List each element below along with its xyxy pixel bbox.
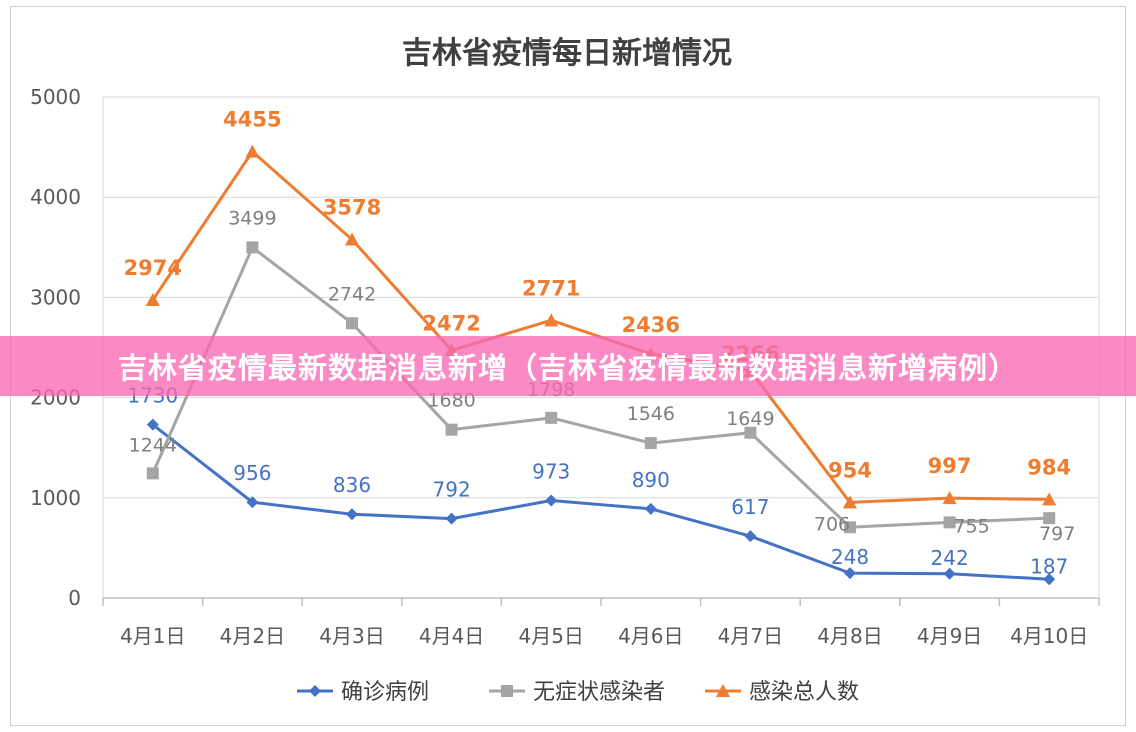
- data-label: 792: [433, 478, 471, 502]
- x-tick-label: 4月6日: [618, 624, 683, 648]
- data-label: 1546: [627, 403, 675, 425]
- x-tick-label: 4月4日: [419, 624, 484, 648]
- data-point-triangle: [716, 684, 730, 697]
- data-point-square: [545, 411, 558, 424]
- data-label: 890: [632, 468, 670, 492]
- series-line-1: [151, 245, 1050, 529]
- x-tick-label: 4月7日: [718, 624, 783, 648]
- data-label: 3499: [228, 207, 276, 229]
- data-label: 2974: [124, 256, 182, 280]
- data-label: 3578: [323, 195, 381, 219]
- data-point-triangle: [345, 232, 359, 246]
- headline-text: 吉林省疫情最新数据消息新增（吉林省疫情最新数据消息新增病例）: [117, 351, 1018, 385]
- data-label: 2742: [328, 283, 376, 305]
- data-point-diamond: [943, 567, 956, 580]
- data-point-square: [246, 241, 259, 254]
- series-line-0: [151, 423, 1050, 581]
- data-point-square: [445, 423, 458, 436]
- x-tick-label: 4月10日: [1010, 624, 1088, 648]
- legend-label: 无症状感染者: [533, 680, 665, 705]
- data-label: 954: [828, 458, 872, 482]
- x-tick-label: 4月3日: [319, 624, 384, 648]
- data-label: 2436: [622, 313, 680, 337]
- data-label: 187: [1030, 554, 1068, 578]
- data-point-triangle: [245, 144, 260, 158]
- data-point-diamond: [545, 494, 558, 507]
- y-tick-label: 5000: [30, 85, 81, 109]
- data-label: 973: [532, 460, 570, 484]
- data-point-square: [844, 521, 856, 534]
- data-point-square: [644, 437, 657, 450]
- data-label: 2472: [422, 311, 480, 335]
- data-point-triangle: [843, 495, 857, 509]
- data-label: 956: [233, 461, 271, 485]
- data-label: 706: [814, 513, 850, 535]
- data-point-diamond: [246, 496, 259, 509]
- legend: 确诊病例 无症状感染者 感染总人数: [297, 680, 859, 705]
- data-point-diamond: [309, 685, 321, 697]
- series-line-2: [151, 150, 1050, 504]
- data-point-square: [501, 685, 513, 697]
- data-point-diamond: [445, 512, 458, 525]
- gridlines: [103, 196, 1099, 499]
- data-label: 997: [928, 454, 972, 478]
- x-tick-label: 4月1日: [120, 624, 185, 648]
- data-label: 617: [731, 495, 769, 519]
- x-tick-label: 4月5日: [518, 624, 583, 648]
- data-point-diamond: [346, 508, 358, 521]
- data-point-diamond: [1043, 573, 1056, 586]
- legend-label: 确诊病例: [341, 680, 429, 705]
- y-tick-label: 4000: [30, 185, 81, 209]
- x-tick-label: 4月2日: [220, 624, 285, 648]
- data-point-square: [1043, 512, 1056, 525]
- y-tick-label: 1000: [30, 486, 81, 510]
- data-point-diamond: [146, 418, 159, 431]
- data-label: 836: [333, 473, 371, 497]
- data-point-triangle: [145, 293, 160, 307]
- data-label: 248: [831, 545, 869, 569]
- x-tick-label: 4月8日: [817, 624, 882, 648]
- data-label: 1649: [726, 408, 774, 430]
- headline-banner: 吉林省疫情最新数据消息新增（吉林省疫情最新数据消息新增病例）: [0, 336, 1136, 396]
- y-tick-label: 0: [68, 586, 81, 610]
- chart-title: 吉林省疫情每日新增情况: [402, 36, 732, 71]
- x-axis-ticks: 4月1日 4月2日 4月3日 4月4日 4月5日 4月6日 4月7日 4月8日 4月9日 4月10…: [120, 624, 1088, 648]
- data-label: 984: [1027, 455, 1071, 479]
- data-label: 1244: [129, 434, 177, 456]
- data-point-diamond: [844, 567, 856, 580]
- y-tick-label: 3000: [30, 285, 81, 309]
- data-label: 2771: [522, 276, 580, 300]
- data-point-triangle: [544, 313, 559, 327]
- data-point-triangle: [1042, 492, 1057, 506]
- x-tick-label: 4月9日: [917, 624, 982, 648]
- data-label: 797: [1039, 523, 1075, 545]
- data-label: 755: [953, 515, 989, 537]
- data-label: 4455: [223, 108, 281, 132]
- data-point-diamond: [644, 502, 657, 515]
- data-label: 242: [931, 546, 969, 570]
- data-point-square: [346, 317, 358, 330]
- data-point-square: [943, 516, 956, 529]
- data-point-triangle: [942, 491, 957, 505]
- legend-label: 感染总人数: [749, 680, 859, 705]
- data-point-square: [744, 426, 757, 439]
- data-point-diamond: [744, 530, 757, 543]
- data-point-square: [146, 467, 159, 480]
